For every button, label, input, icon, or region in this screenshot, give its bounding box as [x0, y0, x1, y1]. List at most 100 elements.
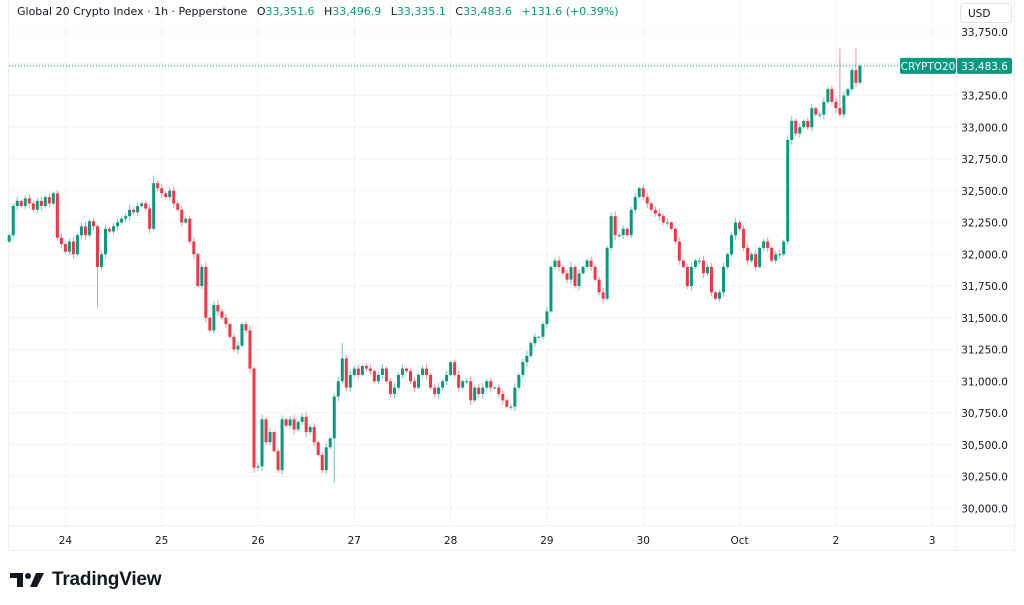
candle-up [35, 200, 39, 210]
candle-up [581, 266, 585, 274]
candle-down [216, 305, 220, 312]
candle-down [501, 393, 505, 401]
candle-up [152, 183, 156, 229]
candle-up [509, 406, 513, 408]
candle-up [437, 387, 441, 394]
candle-up [400, 368, 404, 375]
candle-up [549, 266, 553, 312]
candle-down [172, 190, 176, 204]
candle-up [846, 89, 850, 96]
candle-up [850, 70, 854, 90]
symbol-title: Global 20 Crypto Index · 1h · Pepperston… [17, 5, 248, 18]
candle-down [404, 368, 408, 372]
candle-up [758, 247, 762, 267]
candle-up [621, 228, 625, 236]
candle-down [160, 188, 164, 194]
candle-down [677, 241, 681, 261]
candle-up [51, 193, 55, 204]
change-value: +131.6 (+0.39%) [521, 5, 619, 18]
candle-down [742, 228, 746, 248]
candle-down [645, 197, 649, 204]
candle-up [441, 381, 445, 388]
candle-down [589, 260, 593, 267]
candle-up [790, 120, 794, 140]
x-tick-label: 30 [637, 535, 650, 547]
brand-name: TradingView [52, 569, 162, 590]
open-value: 33,351.6 [265, 5, 315, 18]
candle-up [585, 260, 589, 267]
candle-down [108, 228, 112, 232]
low-label: L [390, 5, 397, 18]
high-value: 33,496.9 [332, 5, 382, 18]
candle-down [320, 454, 324, 471]
y-tick-label: 31,750.0 [961, 281, 1008, 293]
candle-down [208, 317, 212, 331]
candle-down [457, 374, 461, 388]
candle-down [469, 381, 473, 401]
candle-down [372, 371, 376, 382]
candle-down [244, 324, 248, 331]
y-tick-label: 30,000.0 [961, 503, 1008, 515]
candle-up [288, 419, 292, 426]
candle-down [228, 324, 232, 337]
candle-up [348, 374, 352, 388]
candle-up [87, 221, 91, 236]
candle-up [802, 120, 806, 128]
candle-up [525, 355, 529, 363]
candle-up [521, 362, 525, 375]
open-label: O [256, 5, 266, 18]
candle-up [541, 324, 545, 337]
candle-up [786, 139, 790, 242]
candle-up [360, 366, 364, 375]
candle-up [465, 381, 469, 383]
currency-button[interactable]: USD [960, 3, 1012, 23]
candle-down [565, 273, 569, 280]
candle-down [557, 260, 561, 267]
candle-up [23, 198, 27, 206]
candle-up [617, 235, 621, 237]
candle-up [116, 222, 120, 227]
candle-up [569, 266, 573, 280]
candle-up [750, 254, 754, 261]
candle-down [188, 218, 192, 242]
candle-up [778, 254, 782, 256]
candle-up [15, 200, 19, 206]
candle-up [493, 387, 497, 389]
candle-up [136, 205, 140, 213]
candle-down [304, 416, 308, 433]
candle-down [164, 193, 168, 198]
candle-down [854, 70, 858, 83]
candle-down [264, 419, 268, 443]
candle-up [11, 205, 15, 236]
candle-down [368, 368, 372, 372]
candle-up [376, 374, 380, 382]
candle-down [830, 89, 834, 102]
x-tick-label: 27 [348, 535, 361, 547]
candle-down [31, 203, 35, 210]
candle-up [445, 374, 449, 382]
candle-up [392, 387, 396, 394]
candle-up [605, 247, 609, 299]
candle-down [685, 266, 689, 286]
tradingview-logo[interactable]: TradingView [10, 569, 162, 591]
y-tick-label: 32,000.0 [961, 249, 1008, 261]
x-tick-label: 29 [540, 535, 553, 547]
candle-down [413, 381, 417, 388]
candle-up [774, 254, 778, 261]
candle-up [256, 466, 260, 468]
symbol-price-tag [900, 57, 956, 74]
candle-up [308, 426, 312, 433]
candle-up [128, 209, 132, 217]
high-label: H [323, 5, 333, 18]
candle-down [83, 226, 87, 236]
candle-down [180, 209, 184, 223]
candle-down [746, 247, 750, 261]
candle-up [352, 368, 356, 375]
candlestick-chart[interactable]: 24 25 26 27 28 29 30 Oct 2 3 30,000.0 30,250.0 30,50… [0, 0, 1024, 560]
candle-down [601, 292, 605, 299]
candle-up [537, 336, 541, 338]
candle-up [140, 203, 144, 206]
candle-down [814, 108, 818, 115]
candle-down [364, 366, 368, 369]
candle-down [834, 101, 838, 109]
